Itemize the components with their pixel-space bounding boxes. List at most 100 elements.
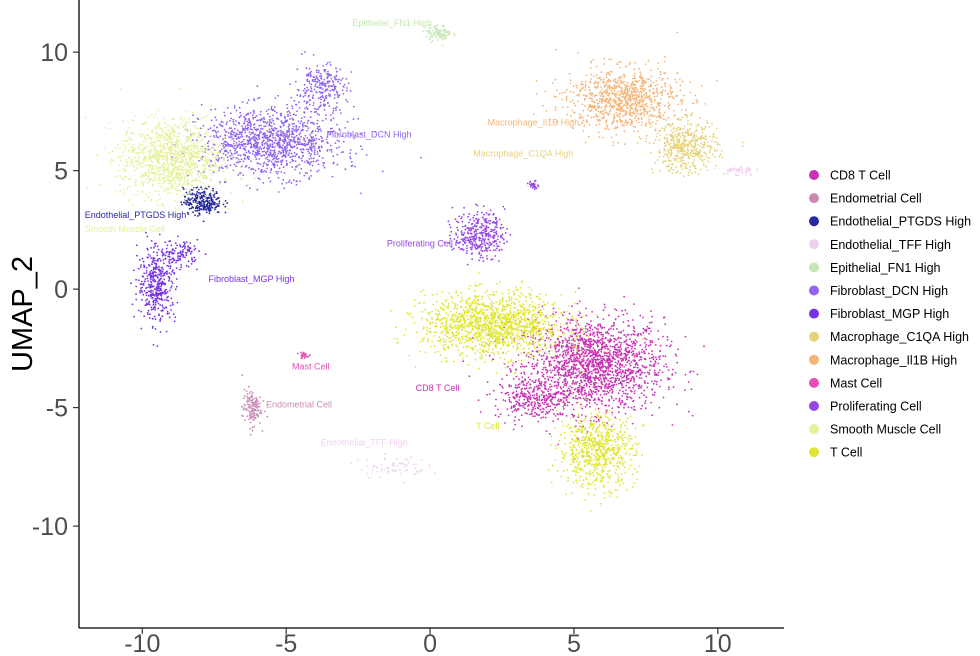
data-point xyxy=(597,407,600,410)
data-point xyxy=(293,138,295,141)
data-point xyxy=(641,351,643,353)
data-point xyxy=(175,267,178,269)
data-point xyxy=(244,154,247,157)
data-point xyxy=(288,142,291,145)
data-point xyxy=(640,334,643,336)
data-point xyxy=(258,405,261,408)
data-point xyxy=(253,413,256,416)
data-point xyxy=(224,134,226,136)
data-point xyxy=(614,361,617,364)
data-point xyxy=(138,309,140,312)
data-point xyxy=(543,366,545,369)
data-point xyxy=(212,171,215,174)
data-point xyxy=(735,169,738,172)
data-point xyxy=(587,369,590,371)
data-point xyxy=(276,111,278,114)
data-point xyxy=(644,341,646,344)
data-point xyxy=(649,360,652,363)
data-point xyxy=(292,118,295,121)
data-point xyxy=(570,349,573,351)
data-point xyxy=(569,390,572,392)
data-point xyxy=(600,331,603,334)
data-point xyxy=(308,67,311,70)
data-point xyxy=(563,362,566,365)
data-point xyxy=(748,170,751,173)
data-point xyxy=(561,365,563,368)
data-point xyxy=(740,165,742,168)
data-point xyxy=(283,172,286,175)
data-point xyxy=(196,206,199,209)
data-point xyxy=(295,103,297,106)
data-point xyxy=(508,396,511,399)
data-point xyxy=(737,174,739,177)
data-point xyxy=(314,107,316,110)
data-point xyxy=(399,472,402,475)
data-point xyxy=(526,382,528,385)
data-point xyxy=(309,148,312,150)
data-point xyxy=(332,109,335,112)
data-point xyxy=(202,202,205,205)
data-point xyxy=(524,393,527,396)
data-point xyxy=(617,315,620,318)
data-point xyxy=(206,188,208,190)
data-point xyxy=(698,152,701,155)
data-point xyxy=(396,465,399,467)
data-point xyxy=(180,266,183,269)
data-point xyxy=(565,365,567,368)
data-point xyxy=(520,372,523,375)
data-point xyxy=(554,396,557,399)
data-point xyxy=(594,381,597,384)
data-point xyxy=(316,112,319,115)
data-point xyxy=(502,338,504,341)
data-point xyxy=(665,165,668,168)
data-point xyxy=(563,359,566,362)
data-point xyxy=(551,402,553,405)
data-point xyxy=(314,134,317,137)
data-point xyxy=(542,407,544,410)
data-point xyxy=(165,296,168,299)
data-point xyxy=(294,128,297,131)
data-point xyxy=(538,378,540,381)
data-point xyxy=(220,148,223,151)
data-point xyxy=(253,154,256,157)
data-point xyxy=(222,143,225,145)
data-point xyxy=(627,346,629,349)
data-point xyxy=(271,145,274,147)
data-point xyxy=(530,410,533,413)
data-point xyxy=(290,152,293,155)
data-point xyxy=(431,33,433,35)
data-point xyxy=(562,314,564,317)
data-point xyxy=(310,110,313,113)
data-point xyxy=(618,349,620,351)
data-point xyxy=(549,405,552,408)
data-point xyxy=(233,147,236,150)
data-point xyxy=(664,149,666,152)
data-point xyxy=(584,349,586,352)
data-point xyxy=(249,405,252,408)
data-point xyxy=(274,153,277,156)
data-point xyxy=(252,109,255,112)
data-point xyxy=(671,172,674,175)
data-point xyxy=(566,326,569,329)
data-point xyxy=(338,140,340,143)
data-point xyxy=(594,379,596,381)
data-point xyxy=(527,381,530,383)
data-point xyxy=(297,138,300,141)
data-point xyxy=(165,330,168,333)
data-point xyxy=(323,162,325,165)
data-point xyxy=(266,150,269,153)
data-point xyxy=(651,124,653,127)
data-point xyxy=(619,401,622,404)
data-point xyxy=(168,253,171,256)
data-point xyxy=(384,453,386,455)
data-point xyxy=(633,380,635,383)
data-point xyxy=(629,338,631,341)
data-point xyxy=(304,91,307,94)
data-point xyxy=(680,109,683,112)
data-point xyxy=(152,251,155,254)
data-point xyxy=(609,365,612,368)
data-point xyxy=(286,107,289,110)
data-point xyxy=(143,266,146,269)
data-point xyxy=(187,198,190,201)
data-point xyxy=(325,117,327,120)
